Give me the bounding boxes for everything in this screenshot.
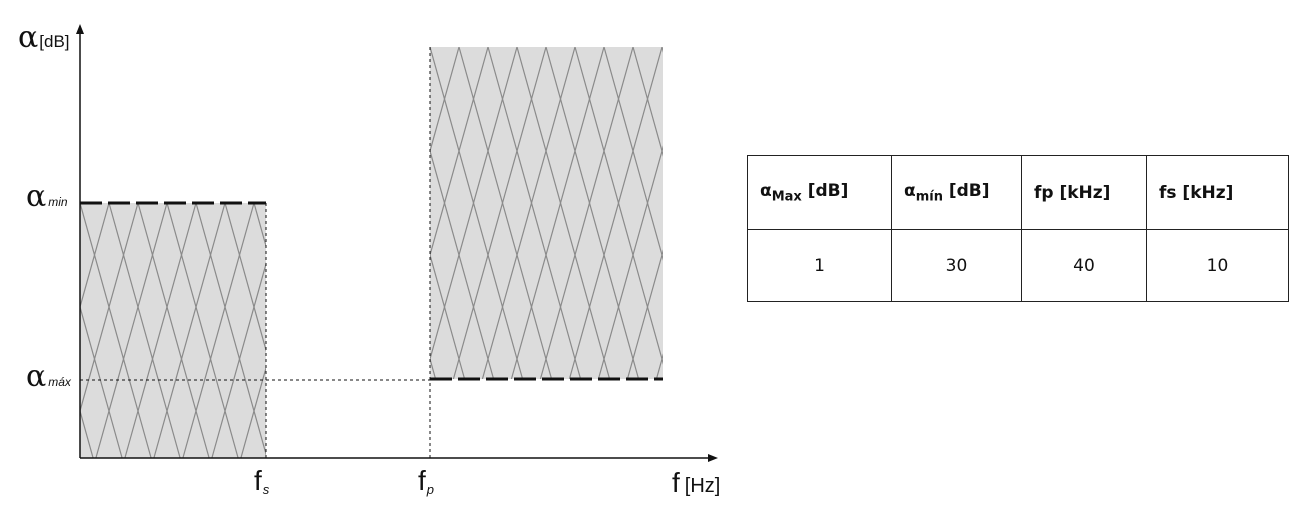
hatch-line — [597, 145, 663, 379]
hatch-line — [166, 203, 239, 458]
hatch-line — [0, 203, 51, 458]
hatch-line — [299, 203, 370, 458]
hatch-line — [80, 203, 81, 206]
hatch-line — [224, 203, 266, 353]
hatch-line — [80, 304, 123, 458]
hatch-line — [481, 47, 576, 379]
hatch-line — [270, 203, 341, 458]
hatch-line — [626, 249, 663, 379]
x-axis-arrow — [708, 454, 718, 462]
hatch-line — [285, 47, 378, 379]
hatch-line — [661, 47, 663, 53]
fp-label: fp — [418, 465, 434, 497]
cell-alpha-min: 30 — [891, 229, 1022, 302]
hatch-line — [328, 203, 399, 458]
hatch-line — [124, 203, 197, 458]
hatch-line — [341, 203, 412, 458]
hatch-line — [632, 47, 663, 157]
hatch-line — [0, 203, 35, 458]
y-axis-label: α[dB] — [18, 20, 70, 55]
hatch-line — [195, 203, 266, 457]
hatch-line — [430, 47, 460, 154]
alpha-max-label: α máx — [26, 359, 72, 394]
hatch-line — [430, 47, 518, 362]
header-fp: fp [kHz] — [1021, 155, 1147, 230]
hatch-line — [80, 203, 110, 310]
hatch-line — [308, 47, 401, 379]
hatch-line — [714, 47, 745, 379]
hatch-line — [430, 47, 431, 50]
header-fs: fs [kHz] — [1146, 155, 1289, 230]
cell-fs: 10 — [1146, 229, 1289, 302]
hatch-line — [182, 203, 255, 458]
passband-hatch — [0, 47, 745, 379]
table-row: 1 30 40 10 — [747, 229, 1289, 302]
hatch-line — [655, 353, 663, 379]
hatch-line — [458, 47, 553, 379]
hatch-line — [108, 203, 181, 458]
hatch-line — [80, 203, 152, 458]
hatch-line — [0, 203, 6, 458]
hatch-line — [720, 47, 745, 379]
hatch-line — [545, 47, 640, 379]
hatch-line — [430, 356, 437, 379]
hatch-line — [240, 365, 266, 458]
alpha-min-label: α min — [26, 179, 68, 214]
hatch-line — [452, 47, 547, 379]
cell-fp: 40 — [1021, 229, 1147, 302]
y-axis-arrow — [76, 24, 84, 34]
hatch-line — [0, 47, 24, 379]
hatch-line — [137, 203, 210, 458]
hatch-line — [80, 408, 94, 458]
header-alpha-max: αMax [dB] — [747, 155, 892, 230]
hatch-line — [80, 203, 139, 414]
hatch-line — [430, 148, 495, 379]
hatch-line — [283, 203, 354, 458]
hatch-line — [312, 203, 383, 458]
filter-spec-diagram: α[dB] α min α máx fs fp f [Hz] — [0, 20, 745, 498]
table-header-row: αMax [dB] αmín [dB] fp [kHz] fs [kHz] — [747, 155, 1289, 230]
hatch-line — [568, 47, 663, 379]
hatch-line — [211, 261, 266, 458]
header-alpha-min: αmín [dB] — [891, 155, 1022, 230]
spec-table: αMax [dB] αmín [dB] fp [kHz] fs [kHz] 1 … — [747, 155, 1289, 302]
passband-region — [430, 47, 663, 379]
hatch-line — [603, 47, 663, 261]
hatch-line — [95, 203, 168, 458]
hatch-line — [743, 47, 745, 379]
hatch-line — [314, 47, 407, 379]
fs-label: fs — [254, 465, 270, 497]
hatch-line — [574, 47, 663, 365]
hatch-line — [153, 203, 226, 458]
hatch-line — [430, 252, 466, 379]
hatch-line — [539, 47, 634, 379]
hatch-line — [691, 47, 745, 379]
cell-alpha-max: 1 — [747, 229, 892, 302]
hatch-line — [430, 47, 524, 379]
hatch-line — [510, 47, 605, 379]
hatch-line — [256, 47, 349, 379]
hatch-line — [0, 203, 64, 458]
hatch-line — [279, 47, 372, 379]
hatch-line — [516, 47, 611, 379]
hatch-line — [487, 47, 582, 379]
x-axis-label: f [Hz] — [672, 467, 720, 498]
hatch-line — [430, 47, 489, 258]
hatch-line — [685, 47, 745, 379]
hatch-line — [0, 203, 22, 458]
